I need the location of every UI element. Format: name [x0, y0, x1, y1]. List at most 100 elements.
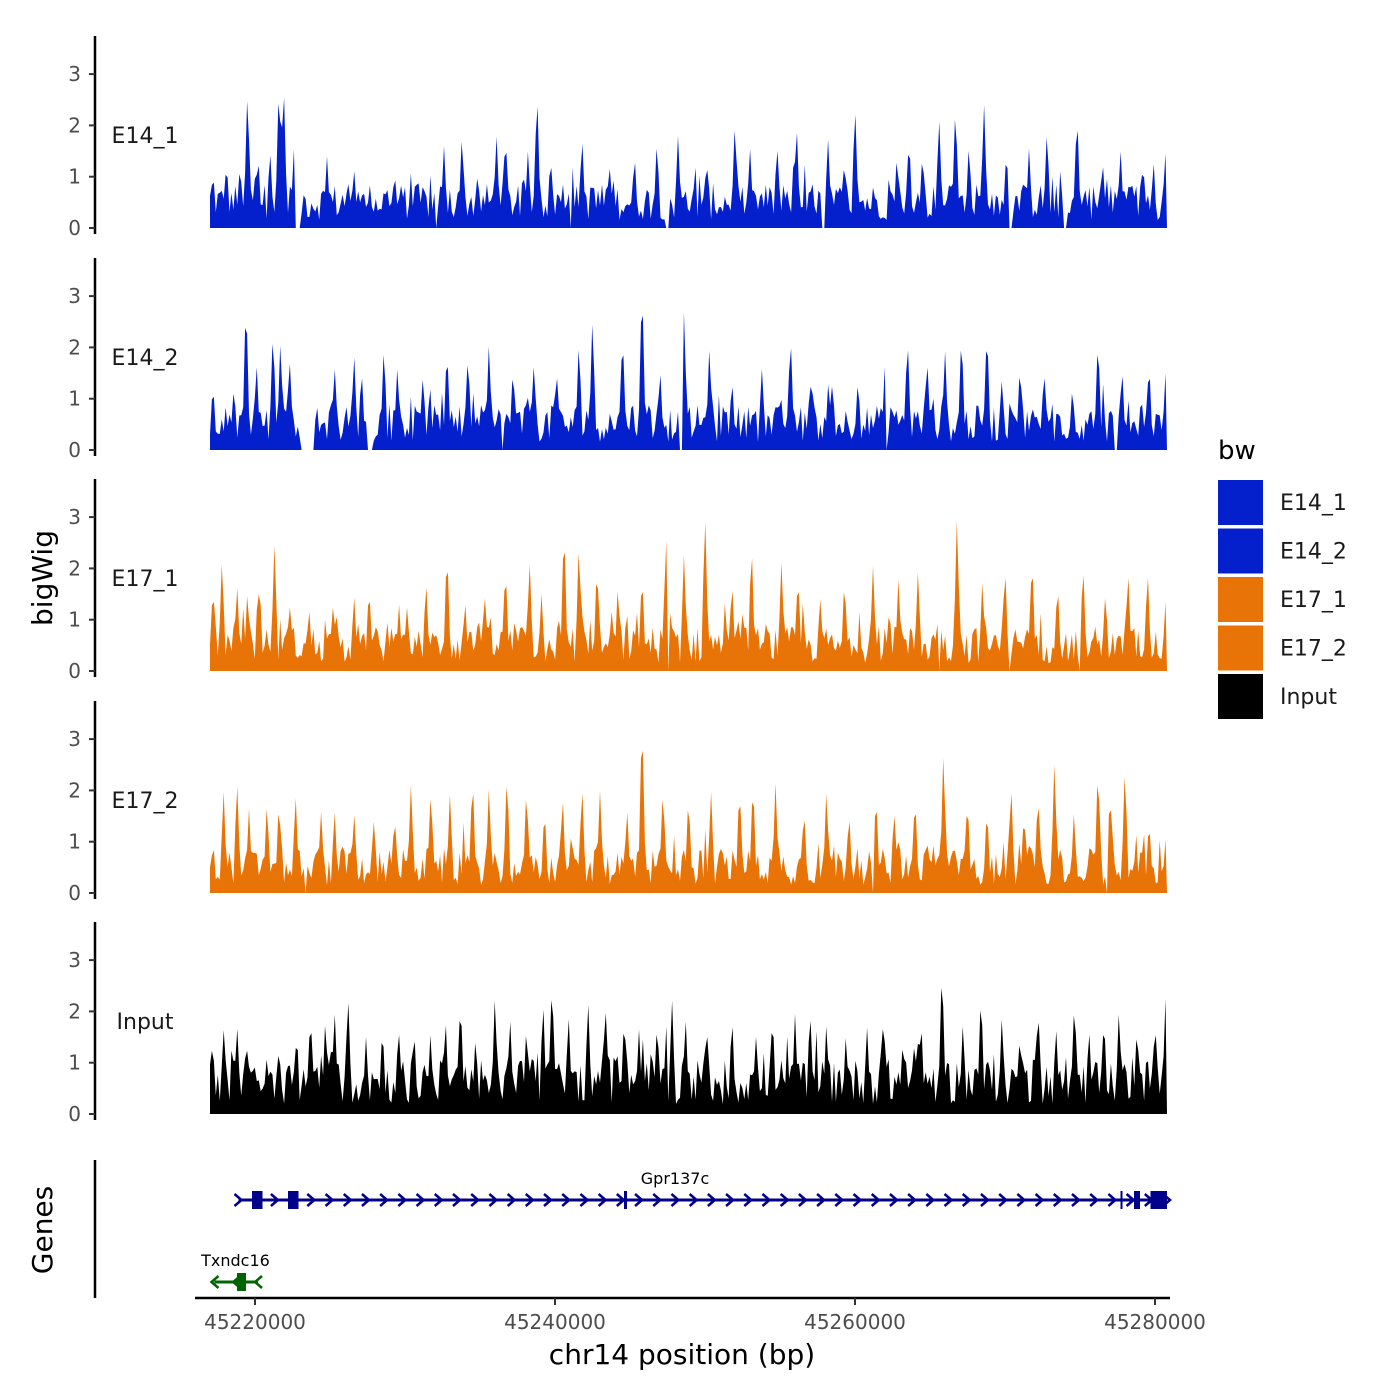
strand-arrow — [925, 1193, 936, 1207]
legend-swatch — [1218, 674, 1263, 719]
y-tick-label: 3 — [68, 948, 81, 972]
legend-entry: Input — [1218, 674, 1337, 719]
strand-arrow — [470, 1193, 481, 1207]
strand-arrow — [743, 1193, 754, 1207]
gene-exon — [1120, 1191, 1123, 1209]
strand-arrow — [579, 1193, 590, 1207]
gene-gpr137c: Gpr137c — [233, 1169, 1172, 1209]
strand-arrow — [253, 1275, 263, 1289]
track-label: E14_1 — [112, 124, 179, 149]
strand-arrow — [342, 1193, 353, 1207]
strand-arrow — [616, 1193, 626, 1207]
strand-arrow — [1125, 1193, 1136, 1207]
legend-swatch — [1218, 528, 1263, 574]
strand-arrow — [1052, 1193, 1063, 1207]
strand-arrow — [397, 1193, 408, 1207]
strand-arrow — [652, 1193, 663, 1207]
y-tick-label: 0 — [68, 1102, 81, 1126]
strand-arrow — [870, 1193, 881, 1207]
y-tick-label: 1 — [68, 387, 81, 411]
legend-entry: E14_1 — [1218, 480, 1347, 525]
strand-arrow — [688, 1193, 699, 1207]
strand-arrow — [306, 1193, 317, 1207]
strand-arrow — [415, 1193, 426, 1207]
coverage-area — [210, 987, 1167, 1114]
gene-label: Txndc16 — [200, 1251, 270, 1270]
coverage-area — [210, 311, 1167, 450]
y-tick-label: 3 — [68, 62, 81, 86]
coverage-area — [210, 750, 1167, 893]
strand-arrow — [707, 1193, 717, 1207]
gene-exon — [1134, 1191, 1140, 1209]
y-tick-label: 2 — [68, 556, 81, 580]
strand-arrow — [998, 1193, 1009, 1207]
strand-arrow — [670, 1193, 681, 1207]
gene-label: Gpr137c — [641, 1169, 709, 1188]
strand-arrow — [506, 1193, 517, 1207]
legend-entry: E17_1 — [1218, 577, 1347, 622]
strand-arrow — [361, 1193, 371, 1207]
legend: bw E14_1 E14_2 E17_1 E17_2 Input — [1218, 436, 1347, 719]
track-e17-2: 0 1 2 3 E17_2 — [68, 701, 1167, 905]
legend-label: E17_1 — [1280, 588, 1347, 613]
strand-arrow — [524, 1193, 535, 1207]
legend-label: E14_1 — [1280, 491, 1347, 516]
x-axis-title: chr14 position (bp) — [549, 1338, 815, 1371]
track-e14-1: 0 1 2 3 E14_1 — [68, 36, 1167, 240]
strand-arrow — [1016, 1193, 1027, 1207]
coverage-area — [210, 97, 1167, 228]
gene-exon — [1150, 1191, 1167, 1209]
genes-axis-title: Genes — [26, 1186, 59, 1274]
strand-arrow — [324, 1193, 335, 1207]
strand-arrow — [379, 1193, 390, 1207]
x-tick-label: 45240000 — [504, 1310, 606, 1334]
y-tick-label: 0 — [68, 438, 81, 462]
strand-arrow — [543, 1193, 553, 1207]
y-tick-label: 1 — [68, 165, 81, 189]
track-e14-2: 0 1 2 3 E14_2 — [68, 258, 1167, 462]
y-tick-label: 2 — [68, 113, 81, 137]
strand-arrow — [452, 1193, 462, 1207]
y-tick-label: 1 — [68, 1051, 81, 1075]
strand-arrow — [852, 1193, 863, 1207]
track-label: Input — [117, 1010, 174, 1035]
coverage-area — [210, 520, 1167, 671]
legend-label: E17_2 — [1280, 637, 1347, 662]
y-tick-label: 0 — [68, 216, 81, 240]
strand-arrow — [1107, 1193, 1118, 1207]
y-tick-label: 2 — [68, 335, 81, 359]
x-tick-label: 45220000 — [204, 1310, 306, 1334]
coverage-tracks: 0 1 2 3 E14_1 0 1 2 3 E14_2 0 1 2 3 E17_1 0 1 2 3 E17_2 0 1 2 3… — [68, 36, 1167, 1126]
gene-txndc16: Txndc16 — [200, 1251, 270, 1291]
track-label: E17_2 — [112, 789, 179, 814]
y-tick-label: 3 — [68, 284, 81, 308]
y-tick-label: 1 — [68, 830, 81, 854]
y-tick-label: 3 — [68, 727, 81, 751]
strand-arrow — [597, 1193, 608, 1207]
strand-arrow — [798, 1193, 808, 1207]
track-label: E14_2 — [112, 346, 179, 371]
strand-arrow — [634, 1193, 644, 1207]
legend-swatch — [1218, 480, 1263, 525]
strand-arrow — [834, 1193, 845, 1207]
strand-arrow — [270, 1193, 280, 1207]
legend-label: Input — [1280, 685, 1337, 710]
legend-label: E14_2 — [1280, 540, 1347, 565]
strand-arrow — [1089, 1193, 1100, 1207]
x-tick-label: 45280000 — [1104, 1310, 1206, 1334]
y-axis-title: bigWig — [26, 530, 59, 626]
strand-arrow — [725, 1193, 735, 1207]
y-tick-label: 2 — [68, 999, 81, 1023]
x-axis: 45220000 45240000 45260000 45280000 — [195, 1296, 1206, 1334]
strand-arrow — [561, 1193, 572, 1207]
legend-entry: E14_2 — [1218, 528, 1347, 574]
y-tick-label: 0 — [68, 659, 81, 683]
gene-exon — [288, 1191, 299, 1209]
strand-arrow — [907, 1193, 918, 1207]
strand-arrow — [761, 1193, 772, 1207]
strand-arrow — [1034, 1193, 1045, 1207]
strand-arrow — [488, 1193, 499, 1207]
gene-exon — [624, 1191, 627, 1209]
strand-arrow — [961, 1193, 972, 1207]
